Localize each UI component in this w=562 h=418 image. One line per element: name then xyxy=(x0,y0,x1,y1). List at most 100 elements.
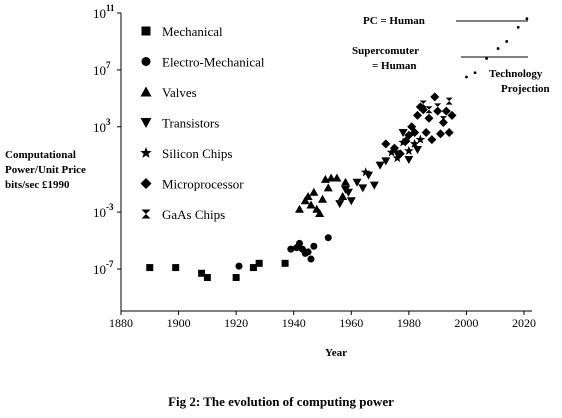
x-tick-label: 1900 xyxy=(167,316,191,330)
legend-label: Valves xyxy=(162,85,197,100)
data-point-square xyxy=(203,274,211,282)
projection-point xyxy=(485,57,488,60)
data-point-triangle-up xyxy=(315,209,325,218)
y-tick-label: 103 xyxy=(93,117,111,135)
technology-projection-line-2: Projection xyxy=(501,83,550,95)
data-point-diamond xyxy=(430,92,440,102)
data-point-square xyxy=(198,269,206,277)
data-point-triangle-down xyxy=(381,157,391,166)
x-tick-label: 1960 xyxy=(339,316,363,330)
x-tick-label: 1940 xyxy=(282,316,306,330)
data-point-triangle-down xyxy=(375,161,385,170)
data-point-hourglass xyxy=(419,100,427,108)
projection-point xyxy=(516,25,520,29)
x-tick-label: 1980 xyxy=(397,316,421,330)
data-point-diamond xyxy=(421,127,431,137)
data-point-triangle-down xyxy=(343,188,353,197)
x-axis-title: Year xyxy=(325,347,347,359)
y-axis-title-line-1: Computational xyxy=(5,149,76,161)
data-point-diamond xyxy=(433,106,443,116)
data-point-circle xyxy=(304,248,312,256)
projection-point xyxy=(465,75,468,79)
technology-projection-label: Technology Projection xyxy=(489,68,550,95)
x-tick-label: 1880 xyxy=(109,316,133,330)
data-point-hourglass xyxy=(445,97,453,105)
annotations: PC = Human Supercomuter = Human Technolo… xyxy=(352,15,550,95)
data-point-star xyxy=(386,147,397,157)
data-point-diamond xyxy=(410,127,420,137)
supercomputer-human-line-2: = Human xyxy=(372,60,416,72)
legend-marker-diamond xyxy=(140,178,152,189)
y-tick-label: 10-3 xyxy=(93,202,114,220)
data-point-diamond xyxy=(447,110,457,120)
data-point-star xyxy=(404,145,414,155)
data-point-triangle-down xyxy=(352,178,362,187)
data-point-circle xyxy=(295,239,303,247)
data-point-star xyxy=(409,138,420,148)
data-point-star xyxy=(360,167,371,177)
data-points xyxy=(146,92,457,282)
data-point-star xyxy=(392,153,403,163)
data-point-triangle-down xyxy=(404,155,414,164)
data-point-triangle-up xyxy=(323,183,333,192)
data-point-triangle-up xyxy=(326,173,336,182)
legend: Mechanical Electro-Mechanical Valves Transi… xyxy=(140,24,265,222)
data-point-triangle-up xyxy=(300,196,310,205)
data-point-diamond xyxy=(441,106,451,116)
data-point-triangle-up xyxy=(294,204,304,213)
x-axis-ticks: 1880 1900 1920 1940 1960 1980 2000 2020 xyxy=(109,311,536,330)
x-tick-label: 2000 xyxy=(454,316,478,330)
data-point-triangle-up xyxy=(341,177,351,186)
technology-projection-points xyxy=(465,17,529,79)
data-point-circle xyxy=(235,262,243,270)
data-point-triangle-down xyxy=(346,197,356,206)
y-tick-label: 1011 xyxy=(93,3,115,21)
data-point-square xyxy=(281,259,289,267)
data-point-circle xyxy=(310,242,318,250)
data-point-triangle-down xyxy=(412,146,422,155)
data-point-diamond xyxy=(436,129,446,139)
figure-caption: Fig 2: The evolution of computing power xyxy=(168,394,394,409)
projection-point xyxy=(473,71,477,75)
supercomputer-human-line-1: Supercomuter xyxy=(352,45,419,57)
data-point-hourglass xyxy=(439,116,447,124)
data-point-circle xyxy=(324,234,332,242)
data-point-square xyxy=(172,264,180,272)
legend-label: Transistors xyxy=(162,116,219,131)
legend-label: Microprocessor xyxy=(162,177,244,192)
data-point-circle xyxy=(287,245,295,253)
data-point-diamond xyxy=(444,127,454,137)
projection-point xyxy=(505,40,509,43)
data-point-star xyxy=(415,134,426,144)
data-point-hourglass xyxy=(434,103,442,111)
x-tick-label: 1920 xyxy=(224,316,248,330)
y-axis-title-line-3: bits/sec £1990 xyxy=(5,179,70,191)
legend-label: Silicon Chips xyxy=(162,146,232,161)
data-point-square xyxy=(232,274,240,282)
data-point-triangle-up xyxy=(309,187,319,196)
legend-marker-hourglass xyxy=(141,209,151,219)
data-point-triangle-down xyxy=(369,181,379,190)
data-point-circle xyxy=(307,255,315,263)
data-point-diamond xyxy=(395,149,405,159)
data-point-diamond xyxy=(424,113,434,123)
data-point-triangle-up xyxy=(306,200,316,209)
x-tick-label: 2020 xyxy=(512,316,536,330)
pc-human-label: PC = Human xyxy=(363,15,425,27)
data-point-square xyxy=(249,264,257,272)
y-axis-ticks: 1011 107 103 10-3 10-7 xyxy=(93,3,121,277)
projection-point xyxy=(496,47,500,50)
data-point-triangle-up xyxy=(338,191,348,200)
technology-projection-line-1: Technology xyxy=(489,68,543,80)
data-point-triangle-down xyxy=(358,184,368,193)
legend-marker-square xyxy=(141,26,151,36)
data-point-diamond xyxy=(381,139,391,149)
legend-label: GaAs Chips xyxy=(162,207,225,222)
data-point-triangle-down xyxy=(398,128,408,137)
y-axis-title-line-2: Power/Unit Price xyxy=(5,164,86,176)
legend-label: Mechanical xyxy=(162,24,223,39)
legend-marker-circle xyxy=(141,57,151,66)
legend-marker-star xyxy=(140,147,152,158)
data-point-square xyxy=(255,259,263,267)
